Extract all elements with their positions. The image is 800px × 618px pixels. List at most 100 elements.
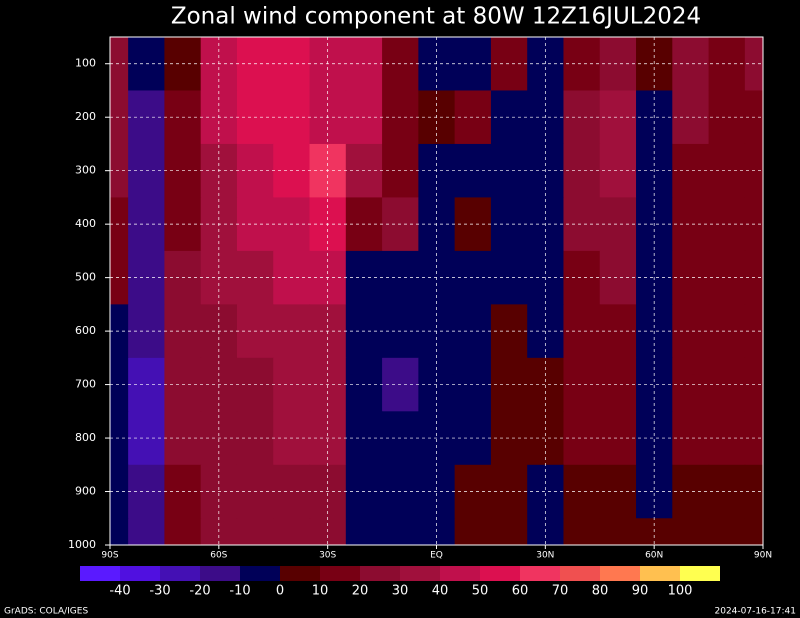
field-cell <box>672 518 710 546</box>
y-tick-label: 200 <box>75 110 96 123</box>
field-cell <box>490 143 528 198</box>
field-cell <box>454 518 492 546</box>
field-cell <box>599 250 637 305</box>
colorbar-box <box>80 566 120 581</box>
colorbar-label: -30 <box>149 584 170 599</box>
y-tick-label: 100 <box>75 57 96 70</box>
field-cell <box>490 250 528 305</box>
field-cell <box>708 357 746 412</box>
field-cell <box>490 518 528 546</box>
x-tick-label: EQ <box>430 551 443 561</box>
field-cell <box>563 143 601 198</box>
field-cell <box>708 411 746 466</box>
colorbar-box <box>680 566 720 581</box>
field-cell <box>110 250 129 305</box>
colorbar-label: 20 <box>352 584 369 599</box>
y-tick-label: 600 <box>75 324 96 337</box>
field-cell <box>599 197 637 252</box>
colorbar-label: 100 <box>668 584 693 599</box>
field-cell <box>599 37 637 91</box>
field-cell <box>110 304 129 359</box>
colorbar-box <box>280 566 320 581</box>
field-cell <box>382 518 419 546</box>
field-cell <box>672 464 710 519</box>
colorbar-label: 90 <box>632 584 649 599</box>
colorbar-label: 60 <box>512 584 529 599</box>
colorbar-box <box>320 566 360 581</box>
y-tick-label: 400 <box>75 217 96 230</box>
field-cell <box>563 250 601 305</box>
field-cell <box>110 464 129 519</box>
x-tick-label: 60S <box>210 551 227 561</box>
y-tick-label: 700 <box>75 378 96 391</box>
colorbar-label: -10 <box>229 584 250 599</box>
field-cell <box>672 197 710 252</box>
field-cell <box>110 90 129 145</box>
field-cell <box>636 411 673 466</box>
colorbar-label: 70 <box>552 584 569 599</box>
field-cell <box>490 357 528 412</box>
field-cell <box>672 357 710 412</box>
field-cell <box>672 304 710 359</box>
colorbar-box <box>640 566 680 581</box>
field-cell <box>563 357 601 412</box>
field-cell <box>527 357 564 412</box>
field-cell <box>672 411 710 466</box>
field-cell <box>563 464 601 519</box>
field-cell <box>490 304 528 359</box>
colorbar-box <box>520 566 560 581</box>
field-cell <box>563 304 601 359</box>
colorbar-box <box>200 566 240 581</box>
field-cell <box>273 518 311 546</box>
colorbar-box <box>600 566 640 581</box>
field-cell <box>599 357 637 412</box>
chart-title: Zonal wind component at 80W 12Z16JUL2024 <box>171 4 701 30</box>
field-cell <box>636 464 673 519</box>
colorbar-label: -20 <box>189 584 210 599</box>
y-tick-label: 1000 <box>68 538 96 551</box>
x-tick-label: 30N <box>536 551 554 561</box>
field-cell <box>490 197 528 252</box>
field-cell <box>563 37 601 91</box>
field-cell <box>708 90 746 145</box>
field-cell <box>236 518 274 546</box>
y-tick-label: 900 <box>75 485 96 498</box>
colorbar-label: 50 <box>472 584 489 599</box>
colorbar-box <box>160 566 200 581</box>
field-cell <box>527 411 564 466</box>
field-cell <box>563 90 601 145</box>
field-cell <box>563 197 601 252</box>
colorbar-label: 80 <box>592 584 609 599</box>
field-cell <box>563 518 601 546</box>
field-cell <box>708 250 746 305</box>
colorbar-box <box>360 566 400 581</box>
colorbar-box <box>400 566 440 581</box>
field-cell <box>490 464 528 519</box>
field-cell <box>744 518 764 546</box>
field-cell <box>110 197 129 252</box>
field-cell <box>490 90 528 145</box>
field-cell <box>672 37 710 91</box>
colorbar-box <box>240 566 280 581</box>
field-cell <box>708 143 746 198</box>
field-cell <box>490 411 528 466</box>
field-cell <box>599 143 637 198</box>
field-cell <box>708 518 746 546</box>
colorbar-label: -40 <box>109 584 130 599</box>
field-cell <box>708 37 746 91</box>
field-cell <box>110 143 129 198</box>
field-cell <box>599 411 637 466</box>
field-cell <box>599 90 637 145</box>
x-tick-label: 60N <box>645 551 663 561</box>
field-cell <box>599 464 637 519</box>
x-tick-label: 90S <box>101 551 118 561</box>
field-cell <box>527 464 564 519</box>
field-cell <box>164 518 202 546</box>
colorbar-box <box>440 566 480 581</box>
field-cell <box>708 197 746 252</box>
field-cell <box>128 518 165 546</box>
colorbar-box <box>560 566 600 581</box>
colorbar-box <box>480 566 520 581</box>
y-tick-label: 500 <box>75 271 96 284</box>
